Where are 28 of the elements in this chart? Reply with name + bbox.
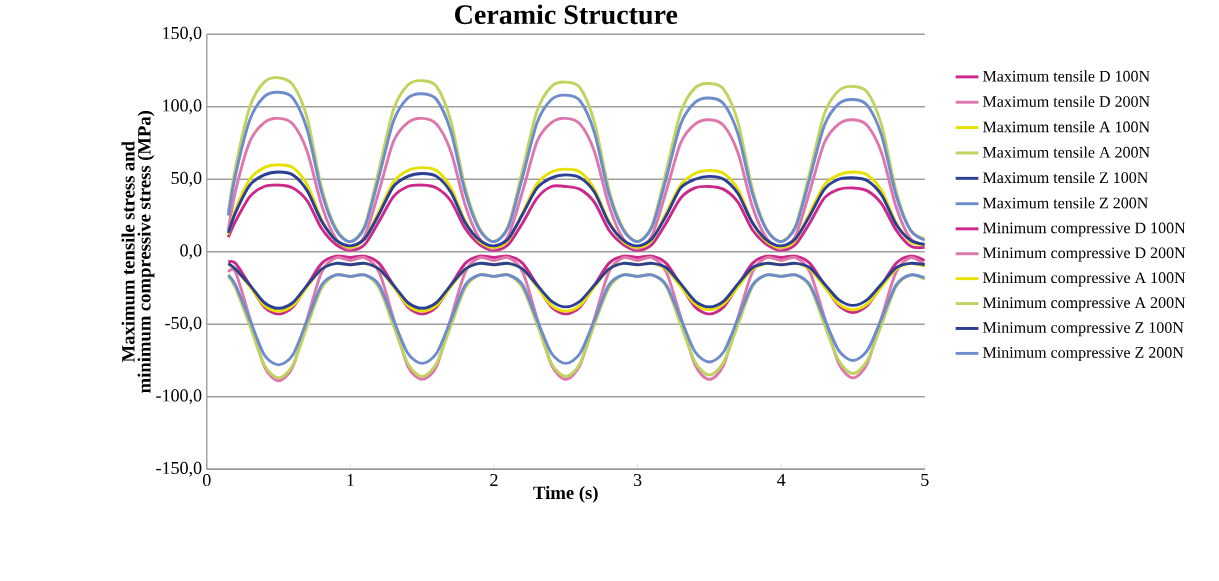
x-tick-label: 4 xyxy=(777,474,786,486)
legend-label: Minimum compressive A 200N xyxy=(983,297,1186,312)
y-tick-label: 100,0 xyxy=(163,99,202,115)
legend-label: Minimum compressive D 100N xyxy=(983,222,1186,237)
y-tick-label: -150,0 xyxy=(156,461,202,477)
legend-label: Minimum compressive A 100N xyxy=(983,272,1186,287)
legend-label: Minimum compressive D 200N xyxy=(983,247,1186,262)
legend-label: Minimum compressive Z 100N xyxy=(983,322,1184,337)
x-tick-label: 0 xyxy=(202,474,211,487)
y-tick-label: 150,0 xyxy=(163,26,202,42)
legend-label: Maximum tensile Z 100N xyxy=(983,171,1148,184)
x-axis-title: Time (s) xyxy=(533,485,598,503)
legend-label: Maximum tensile A 200N xyxy=(983,146,1150,158)
legend-label: Maximum tensile D 100N xyxy=(983,70,1150,82)
legend-label: Maximum tensile Z 200N xyxy=(983,197,1148,209)
y-axis-title: Maximum tensile stress and minimum compressive stress (MPa) xyxy=(121,110,155,393)
x-tick-label: 3 xyxy=(633,474,642,487)
chart-title: Ceramic Structure xyxy=(455,4,678,25)
y-tick-label: -50,0 xyxy=(165,316,202,332)
legend-label: Maximum tensile D 200N xyxy=(983,95,1150,107)
x-tick-label: 5 xyxy=(921,474,929,486)
legend-label: Maximum tensile A 100N xyxy=(983,121,1150,133)
x-tick-label: 2 xyxy=(490,474,498,486)
y-tick-label: -100,0 xyxy=(156,389,202,405)
legend-label: Minimum compressive Z 200N xyxy=(983,347,1184,362)
y-tick-label: 0,0 xyxy=(180,244,202,260)
y-tick-label: 50,0 xyxy=(171,171,202,187)
x-tick-label: 1 xyxy=(347,474,354,486)
